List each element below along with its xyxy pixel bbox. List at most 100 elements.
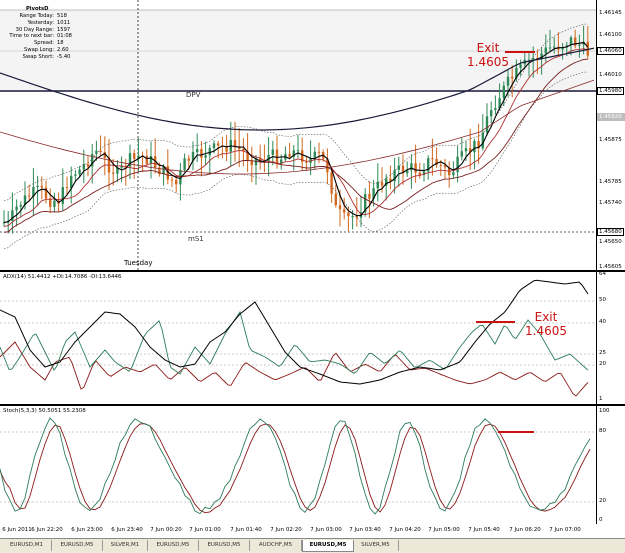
adx-canvas — [0, 279, 596, 397]
candle-body — [170, 179, 174, 181]
candle-body — [376, 181, 379, 189]
pivots-info-panel: PivotsD Range Today: 518 Yesterday: 1011 30 … — [4, 6, 77, 61]
candle-body — [548, 47, 552, 49]
chart-tab[interactable]: EURUSD,M5 — [148, 540, 199, 551]
candle-body — [238, 147, 241, 150]
candle-body — [137, 155, 140, 160]
info-value: 01:08 — [57, 33, 72, 40]
time-axis-label: 6 Jun 22:20 — [31, 527, 63, 533]
candle-body — [191, 152, 195, 161]
price-chart-canvas — [0, 0, 596, 270]
candle-body — [481, 132, 484, 149]
candle-body — [166, 166, 169, 180]
info-key: 30 Day Range: — [15, 26, 54, 33]
candle-body — [254, 158, 258, 166]
time-axis-label: 7 Jun 00:20 — [150, 527, 182, 533]
price-axis: 1.46145 1.46100 1.46060 1.46010 1.45980 1.459… — [597, 0, 625, 270]
candle-body — [280, 159, 283, 164]
candle-body — [162, 166, 165, 175]
candle-body — [208, 148, 211, 156]
candle-body — [334, 193, 337, 206]
candle-body — [204, 155, 207, 158]
candle-body — [233, 140, 237, 148]
time-axis-label: 7 Jun 03:40 — [349, 527, 381, 533]
chart-tab[interactable]: EURUSD,M5 — [302, 540, 354, 552]
candle-body — [397, 165, 400, 170]
chart-tab[interactable]: AUDCHF,M5 — [250, 540, 302, 551]
time-axis-label: 7 Jun 06:20 — [509, 527, 541, 533]
info-row: Swap Short: -5.40 — [4, 54, 77, 61]
candle-body — [246, 151, 249, 161]
candle-body — [292, 150, 295, 157]
candle-body — [427, 158, 430, 172]
panel-separator[interactable] — [0, 404, 625, 406]
grey-price-box: 1.45920 — [597, 113, 625, 121]
candle-body — [313, 151, 316, 159]
time-axis-label: 7 Jun 01:00 — [189, 527, 221, 533]
candle-body — [317, 151, 321, 153]
candle-body — [259, 158, 262, 161]
candle-body — [40, 185, 43, 188]
chart-tab[interactable]: SILVER,M5 — [353, 540, 399, 551]
candle-body — [506, 76, 510, 86]
chart-tab[interactable]: EURUSD,M1 — [2, 540, 52, 551]
adx-axis: 64 50 40 25 20 1 — [597, 271, 625, 404]
candle-body — [422, 171, 426, 176]
info-value: 2.60 — [57, 46, 69, 53]
time-axis-label: 7 Jun 07:00 — [549, 527, 581, 533]
candle-body — [553, 46, 556, 48]
info-row: Yesterday: 1011 — [4, 20, 77, 27]
candle-body — [410, 163, 413, 171]
candle-body — [200, 149, 203, 158]
price-tick-label: 1.45785 — [599, 179, 622, 185]
ms1-price-box: 1.45680 — [597, 228, 625, 236]
candle-body — [179, 170, 182, 185]
candle-body — [431, 158, 434, 160]
candle-body — [393, 169, 396, 182]
ma-fast — [3, 41, 589, 223]
candle-body — [149, 156, 153, 164]
chart-tab[interactable]: EURUSD,M5 — [52, 540, 103, 551]
info-value: 1597 — [57, 26, 71, 33]
price-chart-panel[interactable]: PivotsD Range Today: 518 Yesterday: 1011 30 … — [0, 0, 597, 270]
panel-separator[interactable] — [0, 270, 625, 272]
candle-body — [301, 150, 304, 162]
candle-body — [464, 148, 468, 152]
candle-body — [74, 174, 77, 176]
adx-panel[interactable]: ADX(14) 51.4412 +DI:14.7086 -DI:13.6446 … — [0, 272, 597, 404]
bollinger-lower — [3, 71, 588, 249]
ma-medium — [3, 48, 588, 227]
info-value: 518 — [57, 13, 67, 19]
candle-body — [355, 216, 358, 218]
candle-body — [61, 187, 64, 204]
candle-body — [498, 98, 501, 109]
exit-word-adx: Exit — [534, 310, 558, 324]
info-row: Time to next bar: 01:08 — [4, 33, 77, 40]
candle-body — [305, 161, 308, 163]
candle-body — [36, 185, 39, 188]
candle-body — [569, 37, 573, 46]
candle-body — [380, 181, 384, 186]
candle-body — [145, 155, 148, 164]
time-axis-label: 7 Jun 05:40 — [468, 527, 500, 533]
dpv-label: DPV — [186, 91, 201, 99]
stoch-signal-line — [0, 423, 591, 514]
chart-tab[interactable]: EURUSD,M5 — [199, 540, 250, 551]
candle-body — [443, 165, 447, 168]
candle-body — [527, 59, 531, 61]
time-axis-label: 7 Jun 01:40 — [230, 527, 262, 533]
ms1-label: mS1 — [188, 235, 204, 243]
exit-price-adx: 1.4605 — [525, 324, 567, 338]
stoch-panel[interactable]: Stoch(5,3,3) 50.5051 55.2308 — [0, 406, 597, 524]
candle-body — [128, 153, 132, 167]
candle-body — [414, 163, 417, 173]
chart-tab[interactable]: SILVER,M1 — [103, 540, 148, 551]
info-key: Range Today: — [19, 13, 54, 19]
current-price-box: 1.46060 — [597, 47, 625, 55]
candle-body — [250, 160, 253, 166]
candle-body — [217, 143, 220, 146]
time-axis-label: 6 Jun 23:00 — [71, 527, 103, 533]
candle-body — [19, 204, 22, 207]
info-value: 18 — [57, 40, 64, 47]
adx-header: ADX(14) 51.4412 +DI:14.7086 -DI:13.6446 — [3, 274, 122, 280]
